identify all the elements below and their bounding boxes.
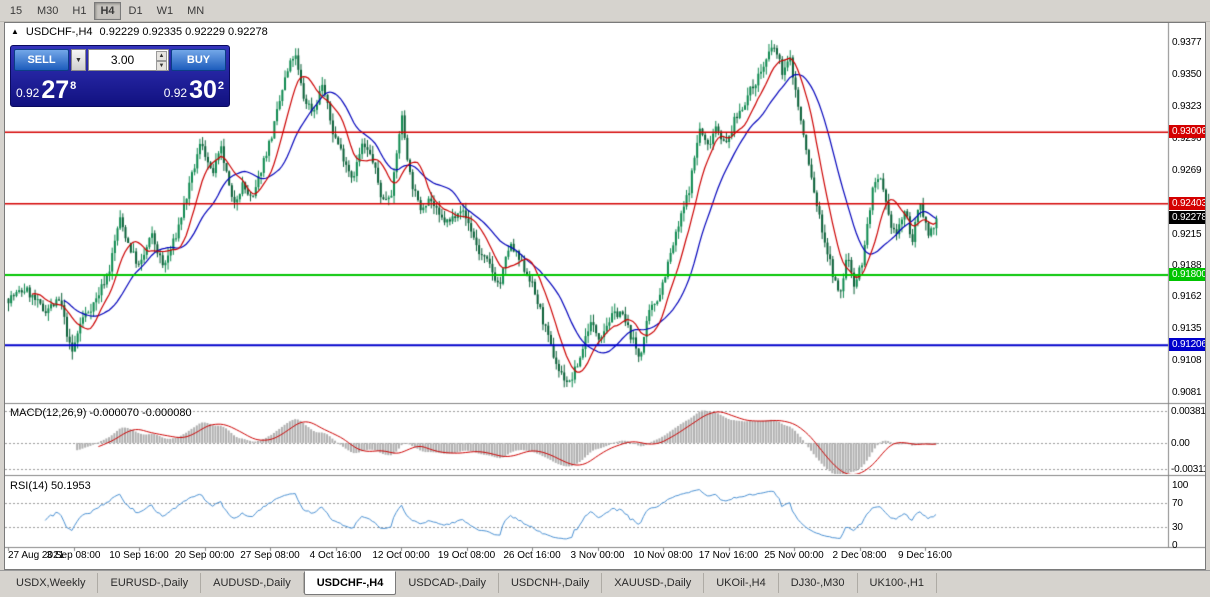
- chart-tabs-bar: USDX,Weekly EURUSD-,Daily AUDUSD-,Daily USD…: [0, 570, 1210, 597]
- volume-spinner: ▲ ▼: [156, 51, 167, 71]
- time-axis-label: 25 Nov 00:00: [764, 550, 824, 561]
- chart-ohlc-values: 0.92229 0.92335 0.92229 0.92278: [99, 26, 268, 38]
- buy-price-big: 30: [189, 76, 217, 104]
- chart-symbol-period: USDCHF-,H4: [25, 26, 93, 38]
- sell-price-small: 0.92: [16, 86, 40, 100]
- price-axis-badge: 0.92278: [1169, 211, 1205, 225]
- sell-price-sup: 8: [70, 80, 77, 92]
- chart-tab-usdchf-h4[interactable]: USDCHF-,H4: [303, 571, 397, 595]
- time-axis-label: 20 Sep 00:00: [174, 550, 235, 561]
- timeframe-button-15[interactable]: 15: [9, 4, 23, 17]
- price-axis-label: 0.9269: [1172, 164, 1202, 176]
- macd-axis-label: -0.00311: [1171, 464, 1206, 475]
- sell-price[interactable]: 0.92 27 8: [16, 78, 76, 103]
- spin-down-icon[interactable]: ▼: [156, 61, 167, 71]
- chart-tab-ukoil-h4[interactable]: UKOil-,H4: [704, 573, 779, 593]
- volume-field-wrap: ▲ ▼: [88, 49, 169, 71]
- time-axis-label: 27 Sep 08:00: [240, 550, 300, 561]
- chart-tab-usdx-weekly[interactable]: USDX,Weekly: [4, 573, 99, 593]
- chart-tab-eurusd-daily[interactable]: EURUSD-,Daily: [98, 573, 202, 593]
- price-axis-label: 0.9108: [1172, 355, 1202, 367]
- chart-tab-usdcad-daily[interactable]: USDCAD-,Daily: [396, 573, 499, 593]
- macd-axis-label: 0.00: [1171, 437, 1190, 449]
- time-axis-label: 19 Oct 08:00: [437, 550, 496, 561]
- price-axis-badge: 0.93006: [1169, 125, 1205, 139]
- sell-button[interactable]: SELL: [14, 49, 69, 71]
- price-axis-badge: 0.91206: [1169, 338, 1205, 352]
- rsi-axis-label: 100: [1172, 480, 1189, 491]
- buy-price[interactable]: 0.92 30 2: [164, 78, 224, 103]
- price-chart-canvas[interactable]: [5, 23, 1205, 569]
- timeframe-button-h1[interactable]: H1: [72, 4, 87, 17]
- price-axis-label: 0.9081: [1172, 387, 1202, 398]
- macd-axis-label: 0.00381: [1171, 406, 1206, 417]
- chart-tab-xauusd-daily[interactable]: XAUUSD-,Daily: [602, 573, 705, 593]
- spin-up-icon[interactable]: ▲: [156, 51, 167, 61]
- collapse-icon[interactable]: ▲: [11, 27, 19, 36]
- buy-price-small: 0.92: [163, 86, 188, 100]
- time-axis-label: 10 Nov 08:00: [633, 550, 693, 561]
- rsi-axis-label: 0: [1172, 540, 1178, 551]
- chart-tab-uk100-h1[interactable]: UK100-,H1: [858, 573, 937, 593]
- rsi-axis-label: 70: [1172, 498, 1183, 509]
- volume-dropdown-icon[interactable]: ▼: [71, 49, 86, 71]
- time-axis-label: 12 Oct 00:00: [372, 550, 430, 561]
- one-click-trading-panel: SELL ▼ ▲ ▼ BUY 0.92 27 8 0.9: [10, 45, 230, 107]
- buy-button[interactable]: BUY: [171, 49, 226, 71]
- volume-input[interactable]: [89, 50, 168, 70]
- macd-label: MACD(12,26,9) -0.000070 -0.000080: [10, 407, 192, 419]
- price-axis-label: 0.9323: [1172, 100, 1202, 112]
- timeframe-toolbar: 15 M30 H1 H4 D1 W1 MN: [0, 0, 1210, 22]
- sell-price-big: 27: [41, 76, 70, 104]
- time-axis-label: 4 Oct 16:00: [309, 550, 362, 561]
- time-axis-label: 27 Aug 2021: [8, 550, 65, 561]
- timeframe-button-d1[interactable]: D1: [128, 4, 143, 17]
- rsi-label: RSI(14) 50.1953: [10, 480, 91, 492]
- timeframe-button-w1[interactable]: W1: [156, 4, 174, 17]
- price-axis-label: 0.9135: [1172, 323, 1202, 335]
- buy-price-sup: 2: [217, 80, 224, 92]
- time-axis-label: 2 Dec 08:00: [832, 550, 887, 561]
- chart-window: ▲ USDCHF-,H4 0.92229 0.92335 0.92229 0.9…: [4, 22, 1206, 570]
- chart-tab-dj30-m30[interactable]: DJ30-,M30: [779, 573, 858, 593]
- price-axis-badge: 0.92403: [1169, 196, 1205, 210]
- chart-tab-audusd-daily[interactable]: AUDUSD-,Daily: [201, 573, 304, 593]
- time-axis-label: 26 Oct 16:00: [503, 550, 561, 561]
- price-axis-badge: 0.91800: [1169, 267, 1205, 281]
- rsi-axis-label: 30: [1172, 522, 1183, 533]
- timeframe-button-mn[interactable]: MN: [187, 4, 205, 17]
- price-axis-label: 0.9215: [1172, 228, 1202, 240]
- timeframe-button-h4[interactable]: H4: [94, 1, 121, 20]
- chart-ohlc-header: ▲ USDCHF-,H4 0.92229 0.92335 0.92229 0.9…: [11, 26, 268, 38]
- time-axis-label: 3 Nov 00:00: [570, 550, 625, 561]
- timeframe-button-m30[interactable]: M30: [37, 4, 59, 17]
- price-axis-label: 0.9188: [1172, 260, 1202, 272]
- time-axis-label: 3 Sep 08:00: [46, 550, 101, 561]
- time-axis-label: 17 Nov 16:00: [698, 550, 759, 561]
- price-axis-label: 0.9350: [1172, 68, 1202, 80]
- price-axis-label: 0.9162: [1172, 291, 1202, 303]
- time-axis-label: 9 Dec 16:00: [898, 550, 952, 561]
- chart-tab-usdcnh-daily[interactable]: USDCNH-,Daily: [499, 573, 603, 593]
- price-axis-label: 0.9377: [1172, 37, 1202, 48]
- time-axis-label: 10 Sep 16:00: [109, 550, 169, 561]
